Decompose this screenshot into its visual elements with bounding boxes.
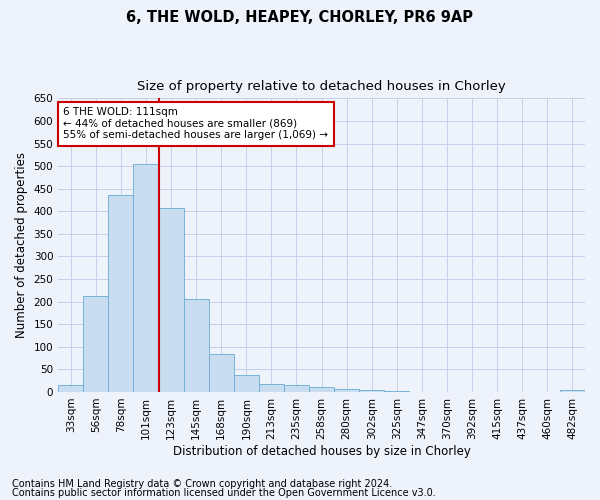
Text: 6, THE WOLD, HEAPEY, CHORLEY, PR6 9AP: 6, THE WOLD, HEAPEY, CHORLEY, PR6 9AP xyxy=(127,10,473,25)
Y-axis label: Number of detached properties: Number of detached properties xyxy=(15,152,28,338)
Bar xyxy=(234,375,259,392)
Bar xyxy=(284,385,309,392)
Bar xyxy=(209,354,234,392)
Bar xyxy=(109,196,133,392)
Text: 6 THE WOLD: 111sqm
← 44% of detached houses are smaller (869)
55% of semi-detach: 6 THE WOLD: 111sqm ← 44% of detached hou… xyxy=(64,107,328,140)
Bar xyxy=(334,389,359,392)
Bar xyxy=(158,208,184,392)
Bar xyxy=(133,164,158,392)
Bar xyxy=(58,385,83,392)
Bar xyxy=(385,391,409,392)
Bar xyxy=(359,390,385,392)
Bar xyxy=(259,384,284,392)
Bar xyxy=(560,390,585,392)
Text: Contains HM Land Registry data © Crown copyright and database right 2024.: Contains HM Land Registry data © Crown c… xyxy=(12,479,392,489)
Bar xyxy=(184,300,209,392)
Title: Size of property relative to detached houses in Chorley: Size of property relative to detached ho… xyxy=(137,80,506,93)
Bar xyxy=(83,296,109,392)
Bar xyxy=(309,386,334,392)
X-axis label: Distribution of detached houses by size in Chorley: Distribution of detached houses by size … xyxy=(173,444,470,458)
Text: Contains public sector information licensed under the Open Government Licence v3: Contains public sector information licen… xyxy=(12,488,436,498)
